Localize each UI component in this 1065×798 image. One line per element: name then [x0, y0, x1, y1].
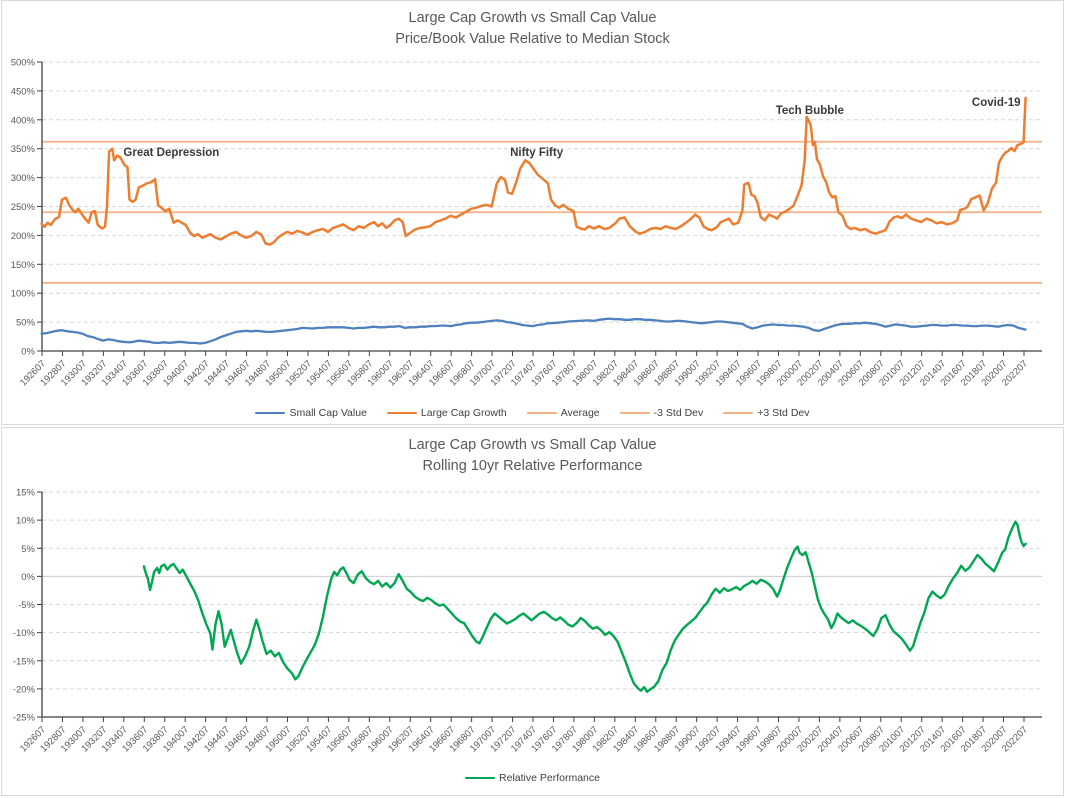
legend-swatch: [619, 412, 650, 414]
y-axis-tick-label: 500%: [11, 58, 36, 69]
y-axis-tick-label: 15%: [16, 488, 36, 499]
legend-swatch: [386, 411, 417, 415]
y-axis-tick-label: 300%: [11, 173, 36, 184]
legend-swatch: [723, 412, 754, 414]
legend-label: Small Cap Value: [289, 407, 367, 419]
y-axis-tick-label: 400%: [11, 115, 36, 126]
y-axis-tick-label: -10%: [13, 628, 36, 639]
y-axis-tick-label: 10%: [16, 516, 36, 527]
relative-performance-chart-legend: Relative Performance: [2, 772, 1063, 784]
series-line-relative-performance: [142, 520, 1027, 693]
legend-label: +3 Std Dev: [757, 407, 810, 419]
y-axis-tick-label: 150%: [11, 260, 36, 271]
y-axis-tick-label: 0%: [21, 572, 35, 583]
legend-label: -3 Std Dev: [653, 407, 704, 419]
legend-swatch: [526, 412, 557, 414]
y-axis-tick-label: 50%: [16, 318, 36, 329]
y-axis-tick-label: 350%: [11, 144, 36, 155]
y-axis-tick-label: 0%: [21, 347, 35, 358]
annotation-covid-19: Covid-19: [972, 97, 1021, 109]
y-axis-tick-label: -20%: [13, 684, 36, 695]
y-axis-tick-label: 250%: [11, 202, 36, 213]
legend-item--3-std-dev: +3 Std Dev: [723, 407, 810, 419]
y-axis-tick-label: 200%: [11, 231, 36, 242]
legend-item-small-cap-value: Small Cap Value: [255, 407, 367, 419]
legend-label: Large Cap Growth: [420, 407, 507, 419]
price-book-chart-plot: 0% 50% 100% 150% 200% 250% 300% 350% 400% 450% 500…: [11, 58, 1042, 389]
price-book-chart-legend: Small Cap Value Large Cap Growth Average -3…: [2, 407, 1063, 419]
price-book-chart-panel: Large Cap Growth vs Small Cap Value Pric…: [1, 0, 1064, 425]
series-line-small-cap-value: [40, 317, 1027, 345]
relative-performance-chart-plot: -25%-20%-15%-10%-5%0%5%10%15%19260719280…: [13, 488, 1042, 755]
legend-item-relative-performance: Relative Performance: [465, 772, 600, 784]
y-axis-tick-label: -15%: [13, 656, 36, 667]
annotation-great-depression: Great Depression: [123, 147, 219, 159]
y-axis-tick-label: 5%: [21, 544, 35, 555]
legend-label: Average: [560, 407, 600, 419]
legend-item--3-std-dev: -3 Std Dev: [619, 407, 704, 419]
annotation-nifty-fifty: Nifty Fifty: [510, 147, 564, 159]
legend-item-large-cap-growth: Large Cap Growth: [386, 407, 507, 419]
y-axis-tick-label: -25%: [13, 713, 36, 724]
legend-item-average: Average: [526, 407, 600, 419]
annotation-tech-bubble: Tech Bubble: [776, 105, 844, 117]
relative-performance-chart-panel: Large Cap Growth vs Small Cap Value Roll…: [1, 427, 1064, 796]
series-line-large-cap-growth: [40, 96, 1027, 246]
y-axis-tick-label: 100%: [11, 289, 36, 300]
legend-label: Relative Performance: [499, 772, 600, 784]
legend-swatch: [255, 411, 286, 415]
y-axis-tick-label: -5%: [18, 600, 35, 611]
y-axis-tick-label: 450%: [11, 86, 36, 97]
legend-swatch: [465, 776, 496, 780]
